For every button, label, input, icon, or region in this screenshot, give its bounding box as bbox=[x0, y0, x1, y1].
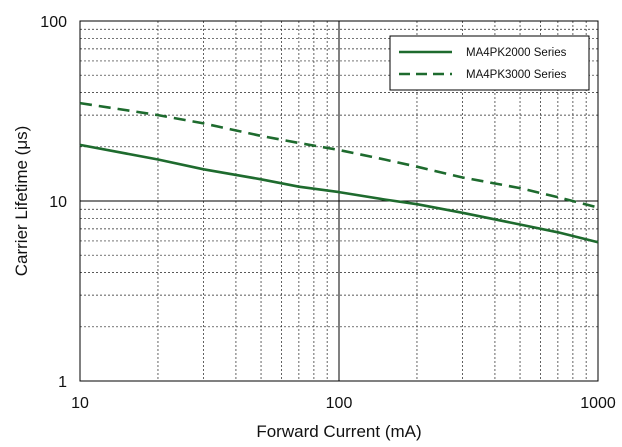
y-tick-label: 1 bbox=[58, 374, 67, 391]
x-axis-title: Forward Current (mA) bbox=[256, 422, 421, 441]
y-axis-title: Carrier Lifetime (μs) bbox=[12, 126, 31, 277]
legend-box bbox=[389, 35, 590, 91]
legend: MA4PK2000 Series MA4PK3000 Series bbox=[389, 35, 590, 91]
series-group bbox=[79, 101, 599, 244]
x-tick-label: 1000 bbox=[580, 395, 616, 412]
plot-area-frame bbox=[79, 20, 599, 382]
y-tick-label: 10 bbox=[49, 194, 67, 211]
x-tick-label: 100 bbox=[326, 395, 353, 412]
legend-label-ma4pk2000: MA4PK2000 Series bbox=[466, 47, 567, 59]
x-tick-label: 10 bbox=[71, 395, 89, 412]
legend-label-ma4pk3000: MA4PK3000 Series bbox=[466, 69, 567, 81]
y-tick-label: 100 bbox=[40, 14, 67, 31]
series-line-ma4pk3000 bbox=[79, 101, 599, 209]
series-line-ma4pk2000 bbox=[79, 143, 599, 244]
